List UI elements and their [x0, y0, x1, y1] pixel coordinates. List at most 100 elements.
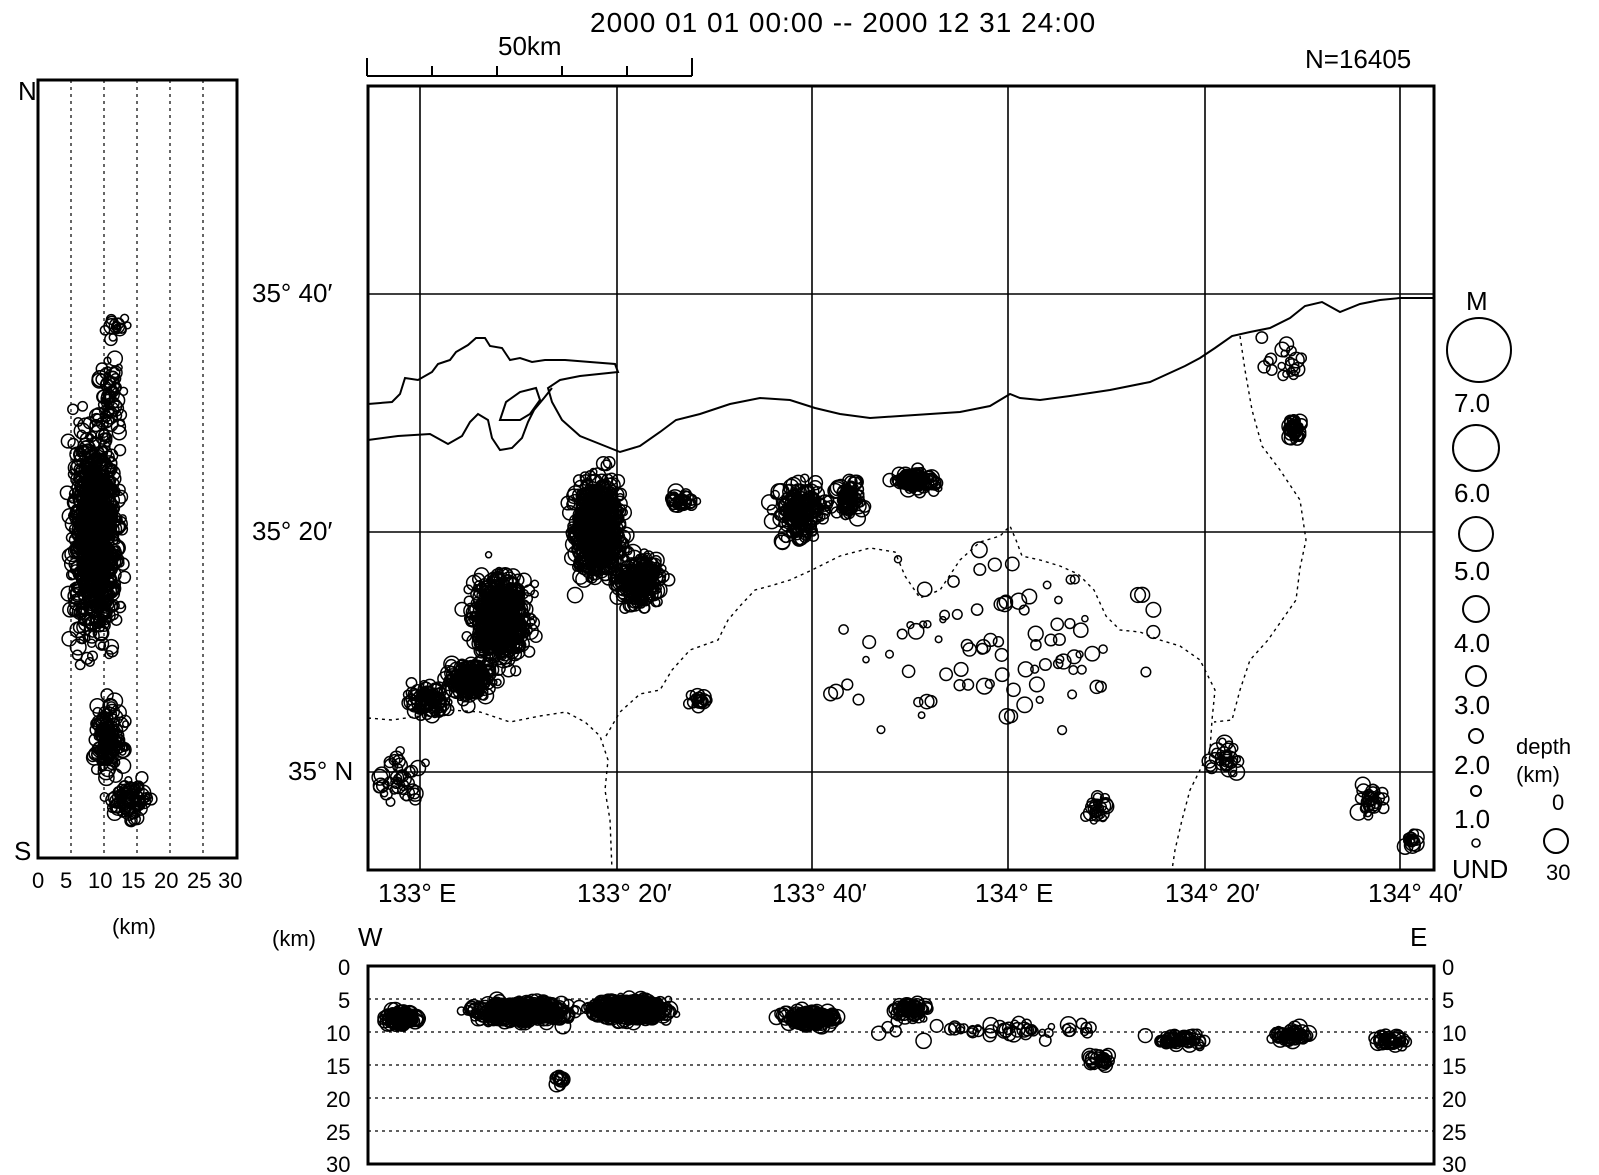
map-event	[801, 505, 813, 516]
map-event	[1255, 331, 1269, 345]
map-event	[499, 630, 509, 641]
map-event	[580, 499, 592, 512]
map-event	[634, 587, 646, 599]
map-event	[593, 526, 607, 540]
map-event	[478, 588, 495, 606]
map-event	[934, 635, 943, 644]
peninsula	[367, 387, 553, 452]
map-event	[760, 494, 778, 511]
map-event	[494, 649, 506, 660]
map-event	[480, 582, 494, 595]
map-event	[584, 555, 599, 570]
depth-tick-25: 25	[326, 1120, 350, 1145]
map-event	[1098, 644, 1108, 654]
map-event	[481, 633, 491, 643]
map-frame	[366, 84, 1436, 872]
map-event	[970, 541, 988, 559]
map-event	[420, 685, 434, 699]
map-event	[901, 664, 916, 679]
ns-hypocenters	[59, 313, 158, 828]
ns-event	[74, 659, 86, 671]
map-event	[1140, 666, 1152, 678]
depth-tick-right-30: 30	[1442, 1152, 1466, 1175]
map-event	[838, 492, 854, 508]
map-event	[448, 661, 465, 677]
map-event	[472, 584, 481, 593]
map-event	[809, 486, 826, 502]
depth-tick-right-10: 10	[1442, 1021, 1466, 1046]
map-event	[1006, 682, 1021, 698]
map-event	[636, 578, 651, 593]
lon-label-134: 134° E	[975, 878, 1053, 908]
map-event	[523, 645, 536, 658]
map-event	[588, 492, 602, 506]
map-event	[807, 480, 823, 495]
lat-label-35: 35° N	[288, 756, 353, 786]
ns-event	[61, 630, 78, 647]
ns-tick-0: 0	[32, 868, 44, 893]
map-event	[426, 683, 444, 701]
map-event	[560, 495, 576, 511]
map-event	[1094, 680, 1107, 693]
map-event	[994, 667, 1010, 683]
ns-tick-25: 25	[187, 868, 211, 893]
event-count: N=16405	[1305, 44, 1411, 74]
map-event	[896, 628, 908, 640]
map-event	[1068, 665, 1079, 676]
ew-hypocenters	[377, 990, 1413, 1093]
south-label: S	[14, 836, 31, 866]
map-event	[494, 566, 504, 576]
map-event	[611, 473, 626, 489]
map-event	[862, 655, 870, 664]
map-event	[1072, 622, 1089, 639]
map-event	[841, 678, 854, 691]
map-event	[973, 562, 987, 577]
map-event	[566, 586, 584, 604]
map-event	[445, 668, 459, 681]
ew-event	[456, 1006, 467, 1016]
map-event	[1081, 614, 1089, 623]
lon-label-133: 133° E	[378, 878, 456, 908]
map-event	[994, 647, 1009, 662]
map-event	[1038, 657, 1052, 672]
map-event	[807, 519, 816, 528]
north-label: N	[18, 76, 37, 106]
map-event	[939, 609, 951, 621]
map-event	[418, 704, 428, 715]
map-event	[515, 598, 526, 609]
map-event	[1028, 676, 1045, 693]
map-event	[454, 601, 470, 617]
map-event	[601, 477, 619, 495]
map-event	[514, 618, 526, 630]
depth-tick-right-25: 25	[1442, 1120, 1466, 1145]
map-event	[799, 483, 816, 500]
map-event	[1016, 696, 1034, 714]
map-event	[884, 649, 895, 659]
map-event	[820, 504, 832, 516]
map-event	[847, 474, 863, 490]
map-event	[573, 558, 585, 570]
ns-tick-30: 30	[218, 868, 242, 893]
map-event	[405, 676, 418, 689]
map-event	[614, 517, 623, 526]
ew-depth-section: (km) W E 0 5 10 15 20 25 30 0 5 10 15 20…	[272, 922, 1466, 1175]
map-event	[484, 551, 493, 559]
map-event	[507, 623, 519, 635]
ew-depth-ticks-right: 0 5 10 15 20 25 30	[1442, 955, 1466, 1175]
map-event	[1056, 724, 1068, 736]
map-event	[472, 665, 490, 683]
map-event	[916, 581, 933, 598]
map-event	[850, 497, 867, 515]
map-event	[480, 612, 496, 627]
map-event	[786, 507, 803, 524]
map-event	[900, 474, 917, 492]
map-event	[1145, 601, 1162, 618]
map-event	[526, 612, 535, 621]
map-event	[491, 600, 501, 610]
map-event	[1027, 625, 1044, 642]
map-event	[770, 489, 780, 500]
depth-tick-0: 0	[338, 955, 350, 980]
map-event	[876, 725, 886, 735]
map-event	[862, 635, 877, 650]
